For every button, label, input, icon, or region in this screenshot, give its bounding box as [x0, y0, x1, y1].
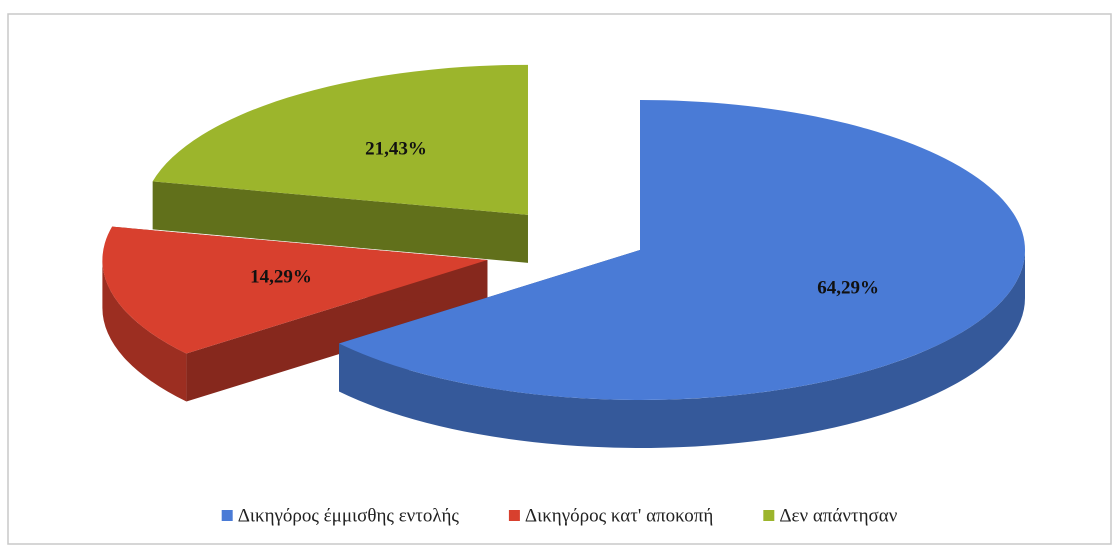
data-label: 64,29% [817, 277, 879, 298]
legend: Δικηγόρος έμμισθης εντολής Δικηγόρος κατ'… [221, 505, 898, 526]
slice-side [339, 250, 1025, 448]
slice-side [102, 260, 187, 402]
slice [102, 226, 488, 354]
legend-swatch [508, 510, 520, 521]
legend-label: Δεν απάντησαν [779, 505, 897, 526]
slice-side [152, 181, 528, 263]
slice [339, 100, 1025, 401]
slice [152, 64, 528, 215]
legend-label: Δικηγόρος έμμισθης εντολής [238, 505, 460, 526]
legend-swatch [221, 510, 233, 521]
legend-swatch [763, 510, 775, 521]
data-label: 14,29% [250, 267, 312, 288]
pie: 21,43% 14,29% 64,29% [102, 64, 1025, 448]
data-label: 21,43% [365, 139, 427, 160]
legend-label: Δικηγόρος κατ' αποκοπή [525, 505, 713, 526]
